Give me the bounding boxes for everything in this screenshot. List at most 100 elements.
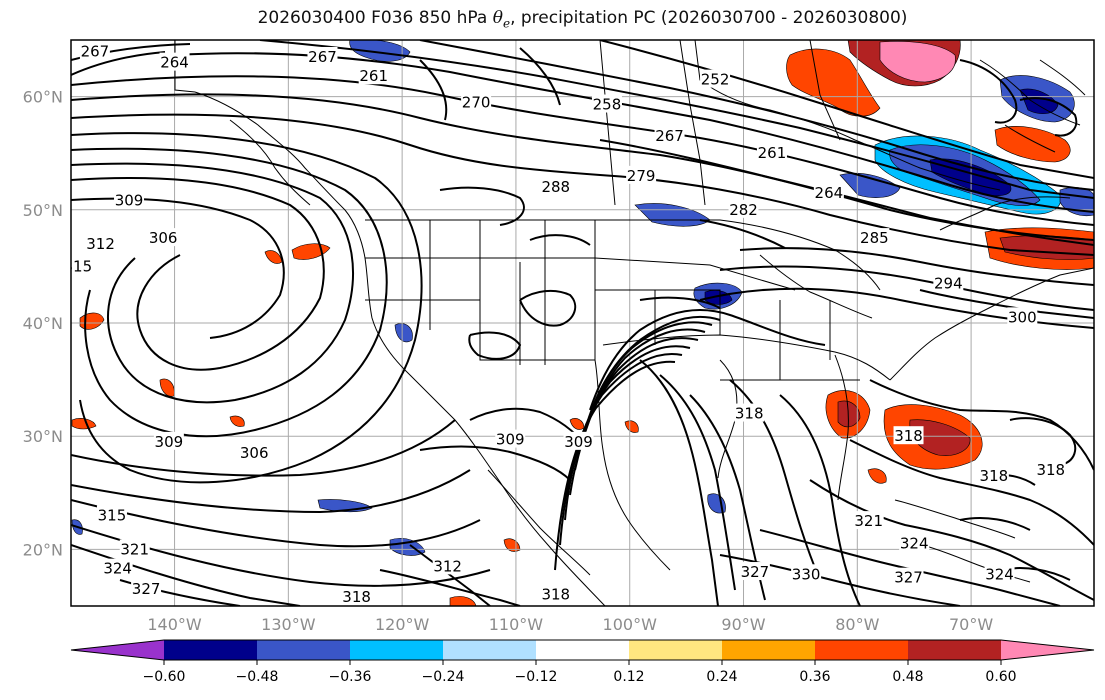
title-main: 2026030400 F036 850 hPa (257, 8, 493, 28)
colorbar-tick-label: 0.24 (706, 669, 737, 685)
longitude-label: 70°W (949, 615, 993, 634)
map-frame (70, 39, 1095, 607)
colorbar-tick-label: −0.60 (143, 669, 186, 685)
colorbar-swatch (815, 640, 909, 660)
contour-label-halo (85, 233, 116, 252)
longitude-label: 90°W (721, 615, 765, 634)
longitude-label: 130°W (261, 615, 316, 634)
colorbar-swatch (629, 640, 723, 660)
contour-label: 270 (462, 93, 491, 111)
title-theta-subscript: e (502, 16, 511, 31)
colorbar-swatch (908, 640, 1002, 660)
contour-label-halo (148, 228, 179, 247)
contour-label-halo (461, 92, 492, 111)
contour-label: 315 (64, 257, 93, 275)
colorbar-tick-label: 0.60 (985, 669, 1016, 685)
contour-label: 288 (541, 178, 570, 196)
latitude-label: 30°N (23, 427, 63, 446)
latitude-label: 50°N (23, 201, 63, 220)
colorbar-swatch (257, 640, 351, 660)
contour-label-halo (893, 426, 924, 445)
contour-label: 294 (934, 274, 963, 292)
contour-label: 282 (729, 201, 758, 219)
contour-label: 318 (735, 405, 764, 423)
contour-label-halo (114, 190, 145, 209)
colorbar: −0.60 −0.48 −0.36 −0.24 −0.12 0.12 0.24 0.36 0.4… (70, 639, 1095, 685)
contour-label: 330 (792, 565, 821, 583)
title-suffix: , precipitation PC (2026030700 - 2026030… (510, 8, 908, 28)
contour-label: 318 (342, 588, 371, 606)
colorbar-tick-label: 0.36 (799, 669, 830, 685)
contour-label: 309 (115, 192, 144, 210)
contour-label: 264 (815, 184, 844, 202)
colorbar-swatch (1001, 640, 1094, 660)
contour-label-halo (432, 556, 463, 575)
coastlines-borders (174, 40, 1094, 606)
contour-label-halo (102, 558, 133, 577)
contour-label-halo (96, 505, 127, 524)
longitude-label: 80°W (835, 615, 879, 634)
latitude-label: 40°N (23, 314, 63, 333)
contour-label: 324 (900, 535, 929, 553)
contour-label-halo (239, 443, 270, 462)
contour-label: 264 (160, 54, 189, 72)
longitude-label: 140°W (147, 615, 202, 634)
contour-label: 285 (860, 229, 889, 247)
contour-label: 318 (894, 427, 923, 445)
contour-label: 261 (359, 67, 388, 85)
contour-label: 309 (155, 433, 184, 451)
contour-label-halo (119, 539, 150, 558)
map-panel: 267 264 267 261 270 258 252 267 261 279 288 282 264 2… (64, 40, 1094, 606)
contour-label-halo (131, 579, 162, 598)
colorbar-tick-label: −0.36 (329, 669, 372, 685)
shade-positive-northeast (786, 40, 1071, 163)
colorbar-swatch (164, 640, 258, 660)
figure-title: 2026030400 F036 850 hPa θe, precipitatio… (0, 8, 1105, 30)
contour-label: 324 (985, 565, 1014, 583)
contour-label-halo (626, 165, 657, 184)
contour-label-halo (495, 429, 526, 448)
contour-label-halo (813, 182, 844, 201)
contour-label-halo (853, 511, 884, 530)
contour-label: 318 (1036, 461, 1065, 479)
contour-label-halo (1035, 460, 1066, 479)
title-theta-symbol: θ (492, 8, 503, 28)
contour-label: 309 (496, 431, 525, 449)
contour-label-halo (71, 256, 93, 275)
contour-label-halo (159, 52, 190, 71)
contour-label-halo (654, 126, 685, 145)
contour-label-halo (153, 431, 184, 450)
contour-label: 267 (308, 48, 337, 66)
contour-label-halo (79, 41, 110, 60)
colorbar-tick-label: −0.24 (422, 669, 465, 685)
contour-label: 318 (980, 467, 1009, 485)
colorbar-tick-label: −0.48 (236, 669, 279, 685)
colorbar-swatch (443, 640, 537, 660)
contour-label: 261 (758, 144, 787, 162)
contour-label-halo (540, 584, 571, 603)
contour-label-halo (540, 177, 571, 196)
contour-label-halo (358, 66, 389, 85)
contour-label-halo (859, 228, 890, 247)
contour-label-halo (893, 567, 924, 586)
latitude-label: 60°N (23, 88, 63, 107)
contour-label-halo (899, 533, 930, 552)
contour-label: 279 (627, 167, 656, 185)
contour-labels: 267 264 267 261 270 258 252 267 261 279 288 282 264 2… (64, 41, 1066, 606)
contour-label-halo (307, 46, 338, 65)
contour-label-halo (739, 562, 770, 581)
contour-label-halo (978, 465, 1009, 484)
contour-label: 324 (103, 560, 132, 578)
contour-label: 315 (98, 506, 127, 524)
contour-label-halo (591, 94, 622, 113)
longitude-labels: 140°W 130°W 120°W 110°W 100°W 90°W 80°W 70°W (147, 615, 993, 634)
contour-label: 321 (854, 512, 883, 530)
shade-positive-gulf (825, 390, 983, 470)
longitude-label: 100°W (603, 615, 658, 634)
colorbar-tick-label: 0.12 (613, 669, 644, 685)
contour-label: 258 (593, 96, 622, 114)
contour-label: 267 (81, 42, 110, 60)
contour-label-halo (933, 273, 964, 292)
